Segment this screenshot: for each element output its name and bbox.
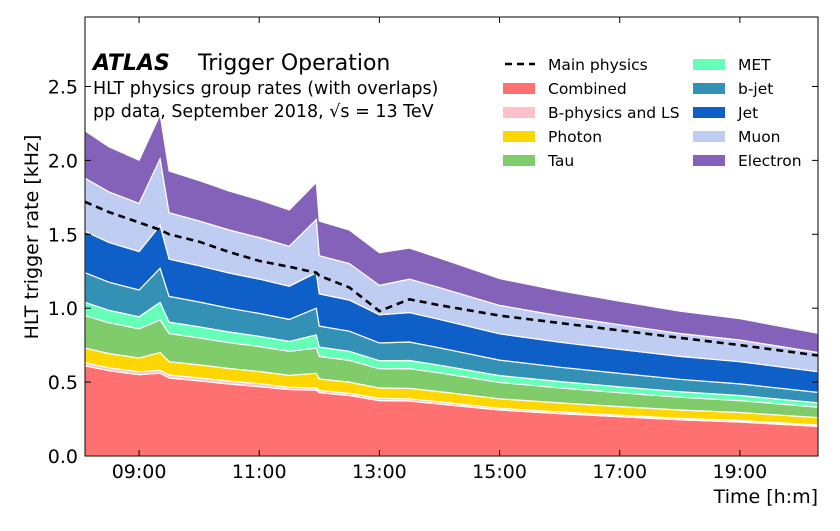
legend-label: Combined [548, 80, 627, 98]
legend-item-electron: Electron [693, 152, 802, 170]
legend-swatch [503, 83, 535, 94]
x-tick-label: 13:00 [352, 461, 407, 483]
legend-label: Jet [737, 104, 758, 122]
chart-title: ATLAS [91, 51, 170, 76]
legend-item-main-physics: Main physics [505, 56, 648, 74]
legend-label: MET [738, 56, 771, 74]
y-tick-label: 2.5 [48, 76, 78, 98]
legend-swatch [693, 107, 725, 118]
chart-subtitle-line-1: HLT physics group rates (with overlaps) [93, 79, 438, 99]
legend-label: Photon [548, 128, 602, 146]
legend-label: Muon [738, 128, 781, 146]
legend-swatch [693, 59, 725, 70]
axis-ticks: 09:00 11:00 13:00 15:00 17:00 19:00 0.0 0.5 1.0 1… [48, 17, 818, 483]
chart-subtitle-line-2: pp data, September 2018, √s = 13 TeV [93, 102, 434, 122]
legend-label: b-jet [738, 80, 773, 98]
legend-item-met: MET [693, 56, 771, 74]
legend-swatch [503, 107, 535, 118]
legend-swatch [693, 131, 725, 142]
legend-item-tau: Tau [503, 152, 574, 170]
y-tick-label: 0.0 [48, 446, 78, 468]
legend-swatch [503, 131, 535, 142]
legend-label: Electron [738, 152, 802, 170]
x-tick-label: 19:00 [713, 461, 768, 483]
legend-item-muon: Muon [693, 128, 781, 146]
main-physics-line [84, 200, 819, 357]
x-axis-label: Time [h:m] [713, 486, 818, 508]
x-tick-label: 11:00 [232, 461, 287, 483]
legend-swatch [503, 155, 535, 166]
y-tick-label: 0.5 [48, 372, 78, 394]
legend-item-photon: Photon [503, 128, 602, 146]
legend-swatch [693, 155, 725, 166]
legend-label: Tau [547, 152, 574, 170]
legend-item-combined: Combined [503, 80, 627, 98]
y-tick-label: 1.5 [48, 224, 78, 246]
legend-item-b-physics-and-ls: B-physics and LS [503, 104, 680, 122]
legend-item-b-jet: b-jet [693, 80, 773, 98]
area-layers [84, 112, 819, 457]
x-tick-label: 09:00 [112, 461, 167, 483]
y-tick-label: 1.0 [48, 298, 78, 320]
chart-subtitle-main: Trigger Operation [197, 51, 390, 76]
y-tick-label: 2.0 [48, 150, 78, 172]
legend-item-jet: Jet [693, 104, 758, 122]
legend-swatch [693, 83, 725, 94]
x-tick-label: 15:00 [472, 461, 527, 483]
legend-label: B-physics and LS [548, 104, 680, 122]
legend: Main physics Combined B-physics and LS Phot… [503, 56, 802, 170]
y-axis-label: HLT trigger rate [kHz] [21, 135, 43, 340]
plot-frame [84, 16, 819, 457]
legend-label: Main physics [548, 56, 648, 74]
x-tick-label: 17:00 [592, 461, 647, 483]
